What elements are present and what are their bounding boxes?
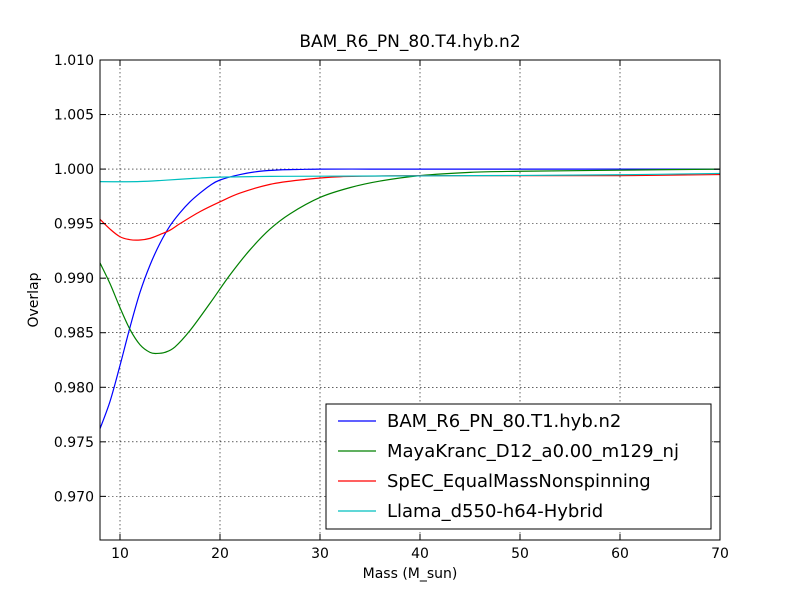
x-axis-label: Mass (M_sun): [363, 566, 458, 582]
y-tick-label: 0.985: [54, 326, 94, 342]
x-tick-label: 20: [211, 546, 229, 562]
plot-area-frame: [99, 59, 721, 541]
y-axis-label: Overlap: [26, 272, 42, 327]
series-line-4: [99, 172, 721, 183]
legend: BAM_R6_PN_80.T1.hyb.n2 MayaKranc_D12_a0.0…: [325, 403, 712, 530]
x-tick-label: 40: [411, 546, 429, 562]
y-tick-label: 1.005: [54, 108, 94, 124]
axis-ticks: [100, 59, 721, 540]
x-tick-label: 30: [311, 546, 329, 562]
y-tick-label: 0.975: [54, 435, 94, 451]
legend-entry-label: MayaKranc_D12_a0.00_m129_nj: [387, 441, 679, 462]
chart-title: BAM_R6_PN_80.T4.hyb.n2: [299, 32, 520, 52]
x-tick-label: 50: [511, 546, 529, 562]
legend-box: [325, 403, 712, 530]
series-lines: [99, 168, 721, 429]
y-tick-label: 0.970: [54, 489, 94, 505]
y-tick-label: 0.995: [54, 217, 94, 233]
legend-entry-label: Llama_d550-h64-Hybrid: [387, 501, 603, 522]
y-tick-label: 0.990: [54, 271, 94, 287]
legend-entry-label: BAM_R6_PN_80.T1.hyb.n2: [387, 411, 621, 432]
legend-entry-label: SpEC_EqualMassNonspinning: [387, 471, 651, 492]
x-tick-label: 10: [111, 546, 129, 562]
x-tick-label: 60: [611, 546, 629, 562]
y-tick-label: 1.000: [54, 162, 94, 178]
y-tick-label: 1.010: [54, 53, 94, 69]
tick-labels: 10 20 30 40 50 60 70 0.970 0.975 0.980 0.985 0.990 0…: [54, 53, 729, 562]
series-line-2: [99, 168, 721, 355]
series-line-1: [99, 168, 720, 429]
y-tick-label: 0.980: [54, 380, 94, 396]
x-tick-label: 70: [711, 546, 729, 562]
